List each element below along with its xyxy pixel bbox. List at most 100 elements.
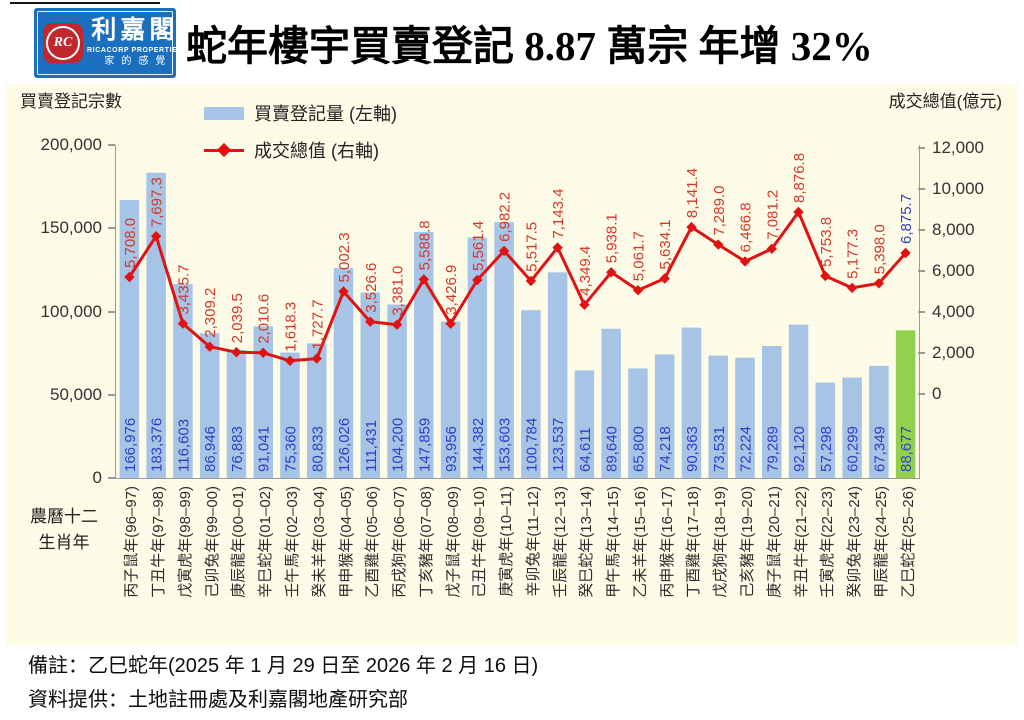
line-value-label: 5,398.0 — [871, 224, 888, 274]
right-axis-tick-mark — [918, 270, 925, 272]
line-value-label: 3,426.9 — [443, 265, 460, 315]
left-axis-tick-label: 150,000 — [40, 218, 102, 238]
x-tick-label: 戊戌狗年(18–19) — [712, 486, 730, 598]
x-tick-label: 癸巳蛇年(13–14) — [578, 486, 596, 598]
top-border-line — [10, 2, 160, 4]
line-value-label: 1,727.7 — [309, 300, 326, 350]
x-tick-label: 丁丑牛年(97–98) — [150, 486, 168, 598]
right-axis-tick-mark — [918, 393, 925, 395]
left-axis-tick-label: 200,000 — [40, 135, 102, 154]
right-axis-tick-label: 8,000 — [932, 220, 975, 239]
left-axis-tick-label: 0 — [92, 468, 102, 487]
line-marker-diamond — [873, 278, 885, 289]
bar-swatch-icon — [204, 106, 244, 120]
bar-value-label: 80,833 — [309, 426, 326, 472]
x-tick-label: 丁酉雞年(17–18) — [685, 486, 703, 598]
x-tick-label: 丙子鼠年(96–97) — [123, 486, 141, 598]
line-value-label: 7,143.4 — [550, 189, 567, 239]
x-tick: 乙巳蛇年(25–26) — [891, 483, 918, 645]
x-tick-label: 庚寅虎年(10–11) — [498, 486, 516, 597]
x-tick-label: 壬辰龍年(12–13) — [551, 486, 569, 598]
bar — [307, 343, 327, 478]
bar — [173, 283, 193, 478]
right-axis-title: 成交總值(億元) — [888, 92, 1002, 111]
right-axis-tick-label: 6,000 — [932, 261, 975, 280]
bar — [735, 357, 755, 478]
line-marker-diamond — [391, 319, 403, 330]
line-marker-diamond — [900, 247, 911, 259]
line-marker-diamond — [150, 231, 162, 242]
bar-value-label: 88,677 — [898, 426, 915, 472]
x-tick-label: 戊子鼠年(08–09) — [444, 486, 462, 598]
bar-value-label: 74,218 — [657, 426, 674, 472]
bar — [521, 310, 541, 478]
x-tick: 戊戌狗年(18–19) — [704, 483, 731, 645]
line-marker-diamond — [472, 274, 483, 286]
line-marker-diamond — [284, 355, 296, 366]
x-tick: 甲午馬年(14–15) — [597, 483, 624, 645]
line-marker-diamond — [177, 318, 189, 329]
line-value-label: 4,349.4 — [577, 246, 594, 296]
footnote-source: 資料提供：土地註冊處及利嘉閣地產研究部 — [28, 689, 408, 711]
x-tick-label: 己丑牛年(09–10) — [471, 486, 489, 598]
line-value-label: 5,753.8 — [818, 217, 835, 267]
line-value-label: 6,466.8 — [738, 202, 755, 252]
x-tick: 甲申猴年(04–05) — [329, 483, 356, 645]
ricacorp-emblem-icon: RC — [43, 23, 83, 63]
line-value-label: 5,938.1 — [604, 213, 621, 263]
line-marker-diamond — [846, 282, 858, 294]
line-value-label: 6,982.2 — [497, 192, 514, 242]
x-tick: 辛卯兔年(11–12) — [516, 483, 543, 645]
line-value-label: 5,002.3 — [336, 232, 353, 282]
x-tick-label: 乙巳蛇年(25–26) — [899, 486, 917, 598]
bar — [226, 349, 247, 478]
bar — [628, 368, 648, 478]
logo-texts: 利嘉閣 RICACORP PROPERTIES 家的感覺 — [87, 18, 183, 67]
x-axis-name: 農曆十二 生肖年 — [14, 504, 114, 557]
x-tick-label: 乙未羊年(15–16) — [631, 486, 649, 598]
x-tick-label: 丁亥豬年(07–08) — [417, 486, 435, 598]
x-tick: 己卯兔年(99–00) — [195, 483, 222, 645]
x-tick: 癸卯兔年(23–24) — [838, 483, 865, 645]
x-tick: 壬辰龍年(12–13) — [543, 483, 570, 645]
x-tick: 庚寅虎年(10–11) — [490, 483, 517, 645]
bar-value-label: 75,360 — [283, 426, 300, 472]
ricacorp-logo: RC 利嘉閣 RICACORP PROPERTIES 家的感覺 — [34, 8, 182, 78]
x-tick: 壬午馬年(02–03) — [276, 483, 303, 645]
line-marker-diamond — [632, 285, 644, 296]
line-value-label: 8,876.8 — [791, 153, 808, 203]
line-marker-diamond — [124, 271, 135, 283]
line-marker-diamond — [204, 341, 215, 352]
x-tick-label: 丙申猴年(16–17) — [658, 486, 676, 598]
right-axis-tick-label: 0 — [932, 384, 942, 403]
legend: 買賣登記量 (左軸) 成交總值 (右軸) — [204, 101, 397, 175]
line-value-label: 7,289.0 — [711, 186, 728, 236]
bar — [601, 328, 621, 478]
x-axis-name-line1: 農曆十二 — [30, 507, 98, 526]
legend-label-bars: 買賣登記量 (左軸) — [254, 104, 397, 124]
logo-monogram: RC — [46, 26, 80, 60]
line-marker-diamond — [713, 239, 724, 250]
line-swatch-icon — [204, 142, 244, 158]
x-tick-label: 庚辰龍年(00–01) — [230, 486, 248, 598]
bar — [574, 370, 595, 478]
bar-value-label: 57,298 — [818, 426, 835, 472]
line-marker-diamond — [552, 242, 563, 253]
x-tick-label: 戊寅虎年(98–99) — [176, 486, 194, 598]
bar — [333, 268, 354, 478]
logo-name-zh: 利嘉閣 — [91, 17, 179, 45]
x-tick-label: 癸卯兔年(23–24) — [846, 486, 864, 598]
left-axis-tick-mark — [108, 393, 115, 396]
bar — [199, 333, 220, 478]
bar — [815, 382, 836, 478]
right-axis-tick-label: 2,000 — [932, 343, 975, 362]
x-tick-label: 丙戌狗年(06–07) — [391, 486, 409, 598]
line-value-label: 3,526.6 — [363, 263, 380, 313]
line-marker-diamond — [338, 286, 349, 297]
footnotes: 備註：乙巳蛇年(2025 年 1 月 29 日至 2026 年 2 月 16 日… — [28, 649, 538, 717]
x-axis-name-line2: 生肖年 — [38, 533, 90, 553]
line-marker-diamond — [445, 318, 456, 329]
x-tick: 丙申猴年(16–17) — [650, 483, 677, 645]
x-tick: 己亥豬年(19–20) — [731, 483, 758, 645]
x-tick: 己丑牛年(09–10) — [463, 483, 490, 645]
